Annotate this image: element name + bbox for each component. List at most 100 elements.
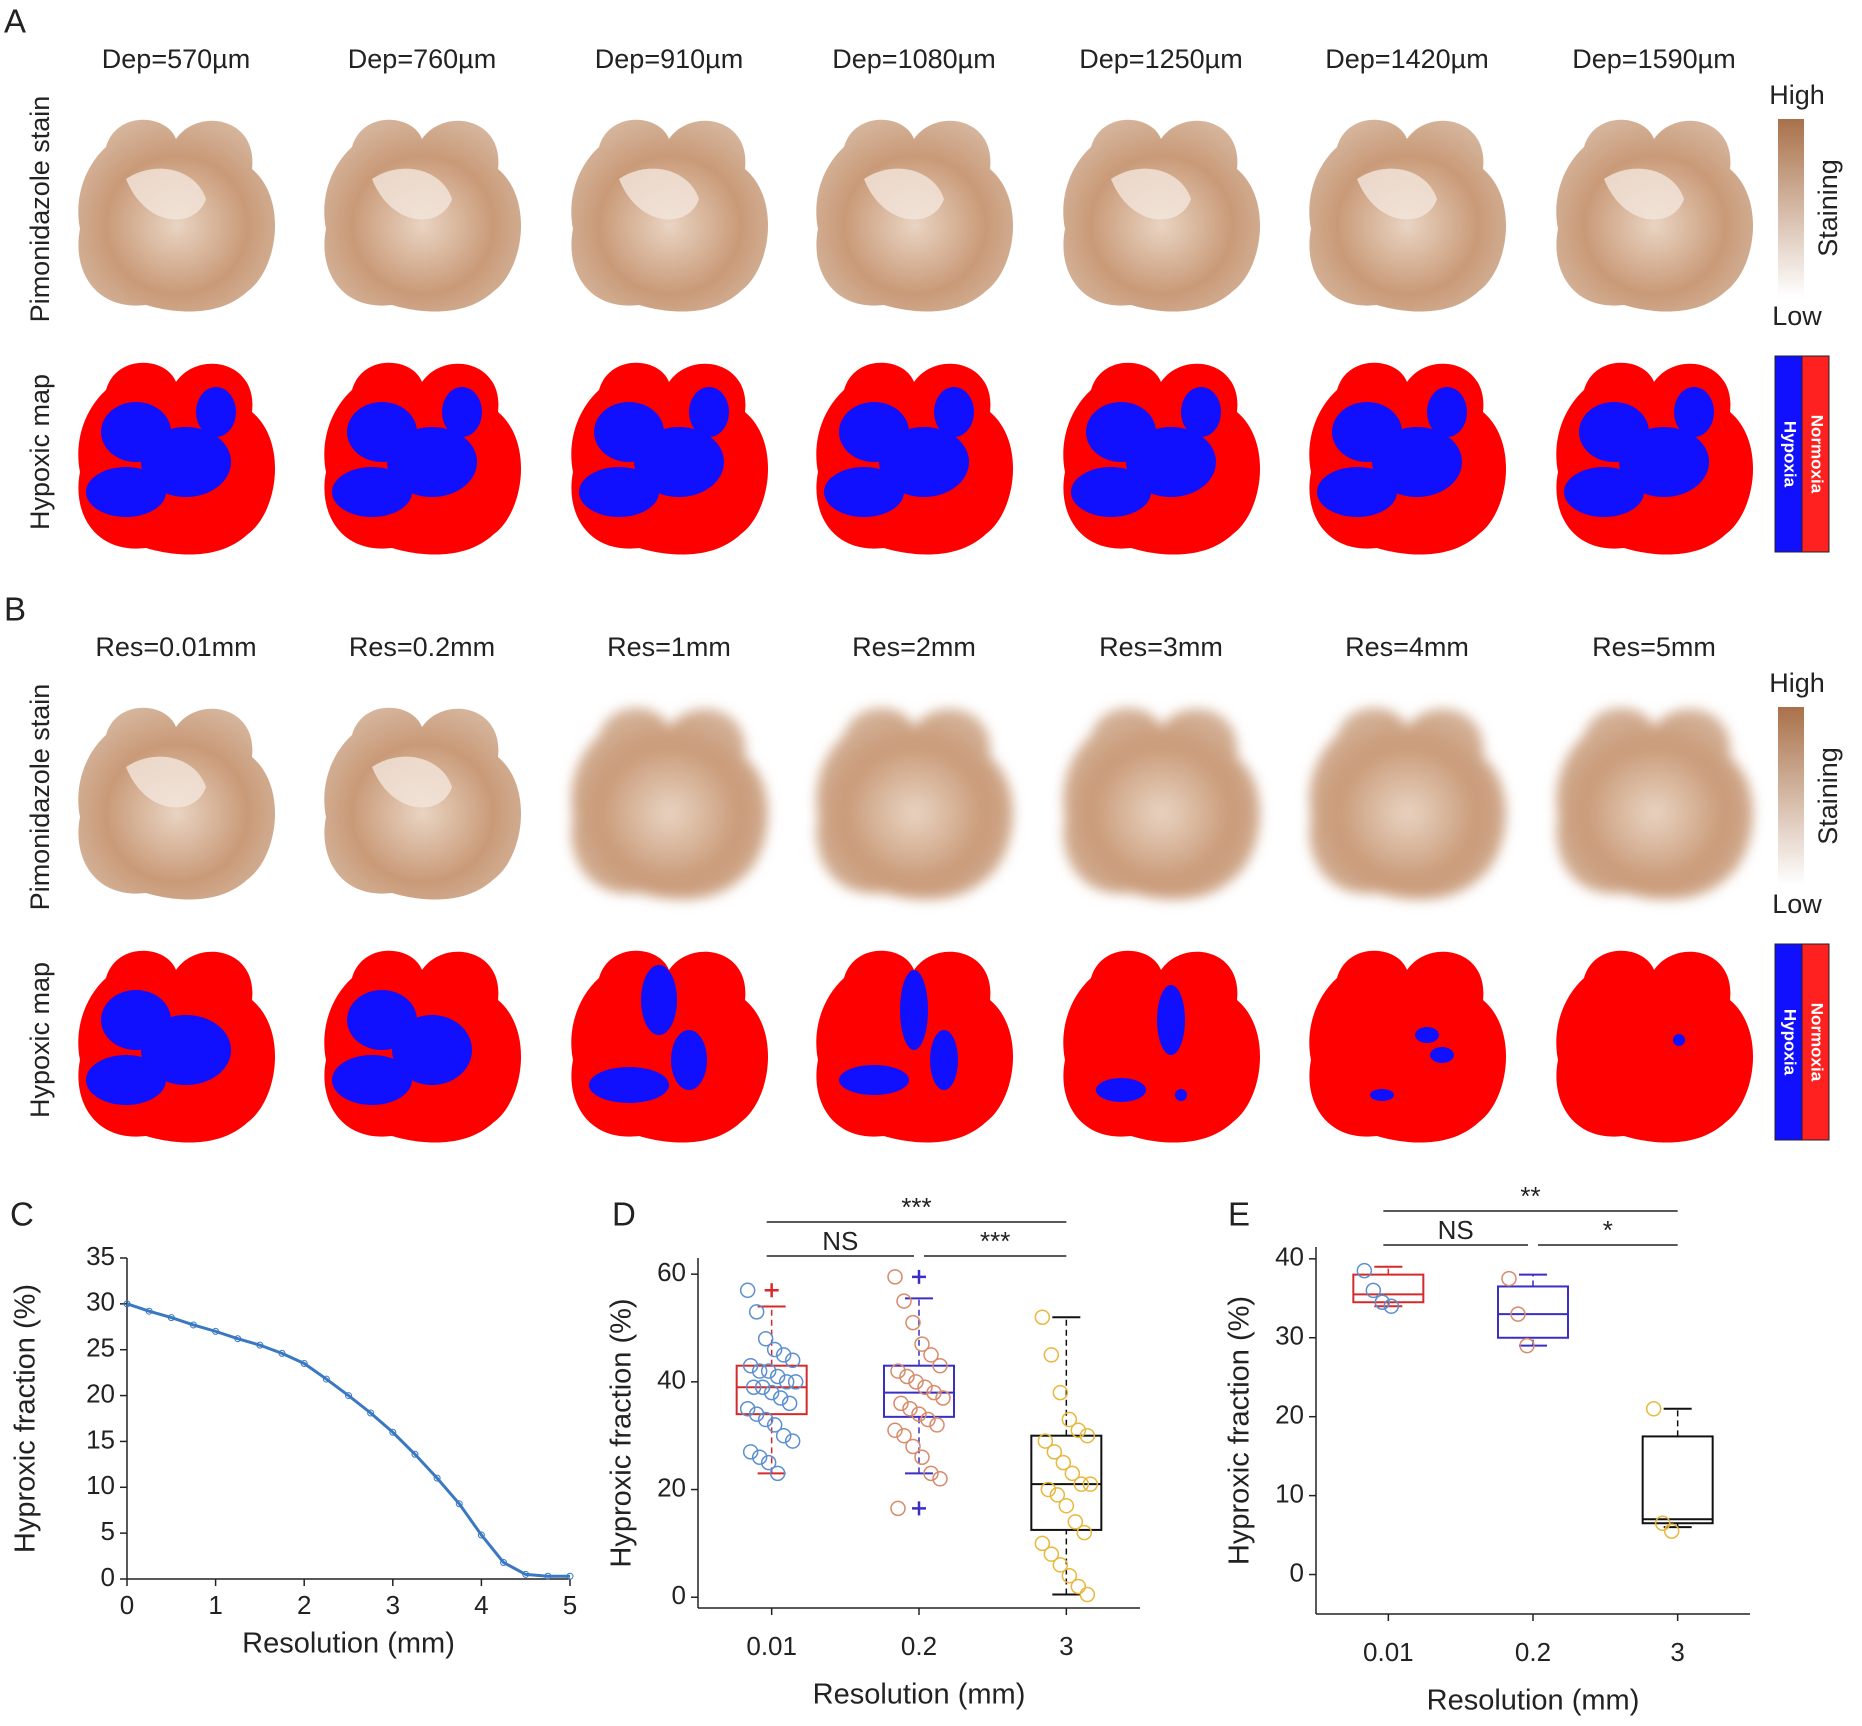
point — [772, 1390, 789, 1406]
x-tick-label: 4 — [474, 1590, 488, 1620]
colorbar-low: Low — [1772, 889, 1822, 919]
box — [1641, 1435, 1714, 1525]
legend-normoxia — [1801, 943, 1830, 1141]
bracket-label: *** — [901, 1192, 931, 1222]
column-header: Res=4mm — [1345, 632, 1469, 662]
hypoxic-map — [571, 362, 769, 555]
point — [766, 1341, 783, 1358]
point — [522, 1570, 530, 1578]
point — [1519, 1337, 1535, 1354]
column-header: Res=5mm — [1592, 632, 1716, 662]
hypoxic-map — [816, 950, 1014, 1143]
point — [887, 1269, 903, 1285]
light-region — [1357, 168, 1437, 220]
hypoxia-region — [589, 1067, 669, 1103]
point — [145, 1307, 153, 1315]
column-header: Dep=1080µm — [832, 44, 995, 74]
hypoxia-region — [879, 427, 969, 497]
box — [883, 1364, 955, 1418]
point — [300, 1359, 308, 1367]
y-tick-label: 60 — [657, 1257, 686, 1287]
box — [1352, 1273, 1425, 1304]
x-tick-label: 0.01 — [1363, 1637, 1414, 1667]
light-region — [372, 168, 452, 220]
colorbar-high: High — [1769, 80, 1825, 110]
hypoxia-region — [579, 467, 659, 517]
point — [926, 1384, 942, 1401]
x-tick-label: 5 — [563, 1590, 577, 1620]
point — [932, 1357, 948, 1374]
box — [1497, 1285, 1569, 1339]
hypoxia-region — [1674, 387, 1714, 437]
point — [1079, 1427, 1096, 1444]
point — [345, 1392, 352, 1400]
line — [126, 1302, 570, 1578]
stain-image — [571, 707, 769, 900]
hypoxic-map — [816, 362, 1014, 555]
point — [739, 1401, 756, 1417]
hypoxia-region — [641, 965, 677, 1035]
panel-label: D — [612, 1196, 636, 1233]
point — [914, 1336, 930, 1352]
x-tick-label: 0 — [120, 1590, 134, 1620]
y-tick-label: 35 — [86, 1241, 115, 1271]
point — [500, 1558, 508, 1566]
point — [1383, 1298, 1400, 1314]
colorbar — [1778, 707, 1804, 885]
point — [1037, 1433, 1054, 1449]
y-tick-label: 30 — [1275, 1321, 1304, 1351]
normoxia-region — [1309, 950, 1507, 1143]
point — [914, 1449, 930, 1465]
point — [923, 1465, 939, 1482]
point — [787, 1374, 804, 1390]
point — [775, 1427, 792, 1444]
point — [890, 1500, 906, 1517]
hypoxia-region — [196, 387, 236, 437]
hypoxia-region — [671, 1030, 707, 1090]
point — [1034, 1535, 1051, 1552]
outlier — [912, 1501, 926, 1516]
stain-image — [324, 707, 522, 900]
y-tick-label: 20 — [657, 1472, 686, 1502]
hypoxia-region — [392, 1015, 472, 1085]
point — [766, 1417, 783, 1433]
point — [1046, 1444, 1063, 1460]
legend-label: Normoxia — [1808, 415, 1827, 494]
point — [256, 1341, 264, 1349]
point — [757, 1411, 774, 1428]
stain-image — [324, 119, 522, 312]
y-tick-label: 0 — [101, 1562, 115, 1592]
hypoxic-map — [324, 950, 522, 1143]
column-header: Dep=570µm — [102, 44, 250, 74]
hypoxia-region — [1126, 427, 1216, 497]
hypoxic-map — [571, 950, 769, 1143]
y-tick-label: 20 — [1275, 1400, 1304, 1430]
y-tick-label: 20 — [86, 1378, 115, 1408]
outlier — [764, 1283, 779, 1298]
point — [754, 1379, 771, 1395]
light-region — [1604, 168, 1684, 220]
box — [1030, 1434, 1103, 1531]
hypoxia-region — [900, 970, 928, 1050]
column-header: Dep=1590µm — [1572, 44, 1735, 74]
point — [742, 1357, 759, 1374]
point — [757, 1331, 774, 1347]
column-header: Dep=910µm — [595, 44, 743, 74]
panel-label: B — [4, 591, 26, 628]
hypoxia-region — [934, 387, 974, 437]
hypoxia-region — [1370, 1089, 1394, 1101]
outlier — [912, 1269, 926, 1284]
hypoxic-map — [1556, 950, 1754, 1143]
y-tick-label: 40 — [1275, 1242, 1304, 1272]
hypoxia-region — [86, 1055, 166, 1105]
point — [769, 1465, 786, 1482]
hypoxia-region — [1181, 387, 1221, 437]
column-header: Res=2mm — [852, 632, 976, 662]
point — [932, 1471, 948, 1487]
point — [544, 1572, 552, 1580]
stain-image — [571, 119, 769, 312]
point — [1356, 1262, 1373, 1279]
column-header: Res=0.2mm — [349, 632, 495, 662]
hypoxia-region — [86, 467, 166, 517]
point — [751, 1449, 768, 1465]
